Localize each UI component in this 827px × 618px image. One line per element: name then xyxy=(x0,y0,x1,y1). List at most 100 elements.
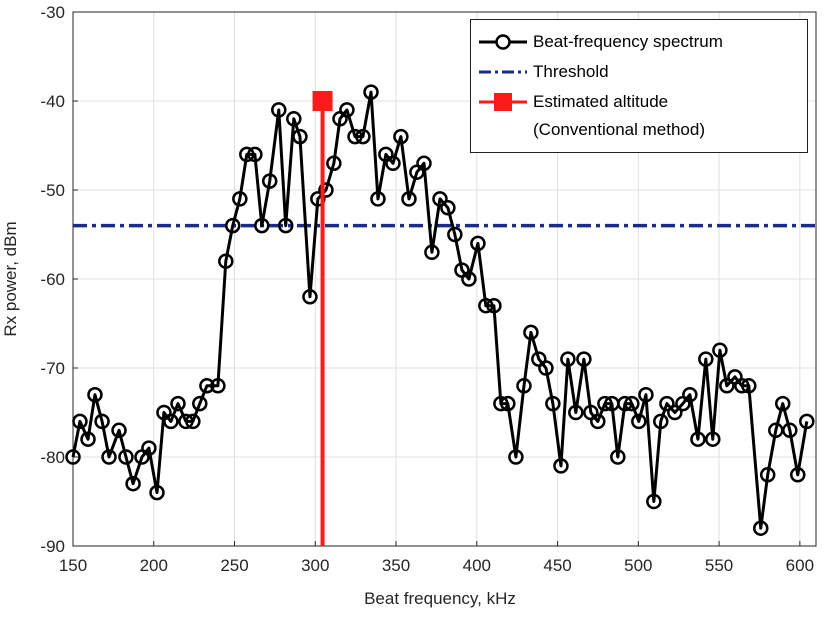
spectrum-marker xyxy=(712,342,728,358)
spectrum-marker xyxy=(87,386,103,403)
spectrum-marker xyxy=(80,431,96,447)
spectrum-marker xyxy=(355,128,371,145)
spectrum-marker xyxy=(516,378,532,394)
spectrum-marker xyxy=(646,493,662,510)
y-tick-label: -30 xyxy=(40,3,65,22)
spectrum-marker xyxy=(597,395,613,412)
y-tick-label: -70 xyxy=(40,359,65,378)
x-tick-label: 300 xyxy=(301,556,329,575)
spectrum-marker xyxy=(659,395,675,412)
y-tick-label: -80 xyxy=(40,448,65,467)
spectrum-marker xyxy=(560,351,576,367)
spectrum-marker xyxy=(393,128,409,145)
spectrum-marker xyxy=(94,413,110,430)
spectrum-marker xyxy=(568,404,584,421)
spectrum-marker xyxy=(610,449,626,465)
spectrum-marker xyxy=(447,226,463,243)
spectrum-marker xyxy=(101,449,117,465)
spectrum-marker xyxy=(261,173,278,189)
x-tick-label: 150 xyxy=(59,556,87,575)
spectrum-marker xyxy=(774,395,791,412)
spectrum-marker xyxy=(170,395,186,412)
spectrum-marker xyxy=(624,395,640,412)
spectrum-marker xyxy=(232,191,248,207)
legend-label: Threshold xyxy=(533,62,609,81)
spectrum-marker xyxy=(65,449,81,465)
spectrum-marker xyxy=(339,102,355,118)
spectrum-marker xyxy=(789,467,806,483)
spectrum-marker xyxy=(799,413,815,430)
spectrum-marker xyxy=(416,155,432,172)
spectrum-marker xyxy=(141,440,157,456)
y-tick-label: -50 xyxy=(40,181,65,200)
x-tick-label: 200 xyxy=(140,556,168,575)
spectrum-marker xyxy=(493,395,509,412)
spectrum-marker xyxy=(753,520,769,536)
spectrum-marker xyxy=(741,378,757,394)
spectrum-marker xyxy=(638,386,654,403)
spectrum-marker xyxy=(254,217,270,234)
spectrum-marker xyxy=(424,244,440,261)
spectrum-marker xyxy=(432,191,448,207)
spectrum-marker xyxy=(461,271,477,287)
spectrum-marker xyxy=(277,217,294,234)
spectrum-marker xyxy=(271,102,287,118)
spectrum-marker xyxy=(149,484,165,501)
spectrum-marker xyxy=(440,200,456,216)
x-tick-label: 350 xyxy=(382,556,410,575)
spectrum-marker xyxy=(363,84,379,100)
spectrum-marker xyxy=(617,395,633,412)
legend-icon xyxy=(479,34,527,50)
legend-label: Estimated altitude (Conventional method) xyxy=(533,92,705,139)
spectrum-marker xyxy=(500,395,516,412)
legend-entry: Estimated altitude (Conventional method) xyxy=(471,88,807,144)
spectrum-marker xyxy=(719,378,735,394)
legend: Beat-frequency spectrum Threshold Estima… xyxy=(470,19,808,153)
spectrum-marker xyxy=(782,422,798,439)
y-tick-label: -90 xyxy=(40,537,65,556)
spectrum-marker xyxy=(326,155,342,172)
spectrum-marker xyxy=(576,351,592,367)
spectrum-marker xyxy=(118,449,134,465)
spectrum-marker xyxy=(690,431,706,447)
spectrum-marker xyxy=(705,431,721,447)
spectrum-marker xyxy=(224,217,241,234)
spectrum-marker xyxy=(178,413,194,430)
spectrum-marker xyxy=(286,111,302,127)
spectrum-marker xyxy=(667,404,683,421)
spectrum-marker xyxy=(318,182,334,198)
spectrum-marker xyxy=(111,422,127,439)
x-tick-label: 400 xyxy=(463,556,491,575)
legend-entry: Beat-frequency spectrum xyxy=(471,28,807,56)
spectrum-marker xyxy=(590,413,606,430)
x-tick-label: 450 xyxy=(543,556,571,575)
spectrum-marker xyxy=(508,449,524,465)
estimate-marker xyxy=(312,91,333,111)
legend-entry: Threshold xyxy=(471,58,807,86)
spectrum-marker xyxy=(523,324,539,341)
spectrum-marker xyxy=(347,128,363,145)
spectrum-marker xyxy=(538,360,554,376)
spectrum-marker xyxy=(302,289,318,305)
spectrum-marker xyxy=(698,351,714,367)
spectrum-marker xyxy=(631,413,647,430)
spectrum-marker xyxy=(478,297,494,314)
spectrum-marker xyxy=(210,378,226,394)
spectrum-marker xyxy=(401,191,417,207)
spectrum-marker xyxy=(734,378,750,394)
spectrum-marker xyxy=(72,413,88,430)
legend-icon xyxy=(479,70,527,74)
spectrum-marker xyxy=(553,458,569,474)
legend-icon xyxy=(479,93,527,111)
spectrum-marker xyxy=(192,395,208,412)
legend-label: Beat-frequency spectrum xyxy=(533,32,723,51)
spectrum-marker xyxy=(385,155,401,172)
y-tick-label: -40 xyxy=(40,92,65,111)
spectrum-marker xyxy=(545,395,561,412)
x-tick-label: 250 xyxy=(220,556,248,575)
spectrum-marker xyxy=(653,413,669,430)
spectrum-marker xyxy=(759,467,776,483)
spectrum-marker xyxy=(163,413,179,430)
spectrum-marker xyxy=(199,378,215,394)
